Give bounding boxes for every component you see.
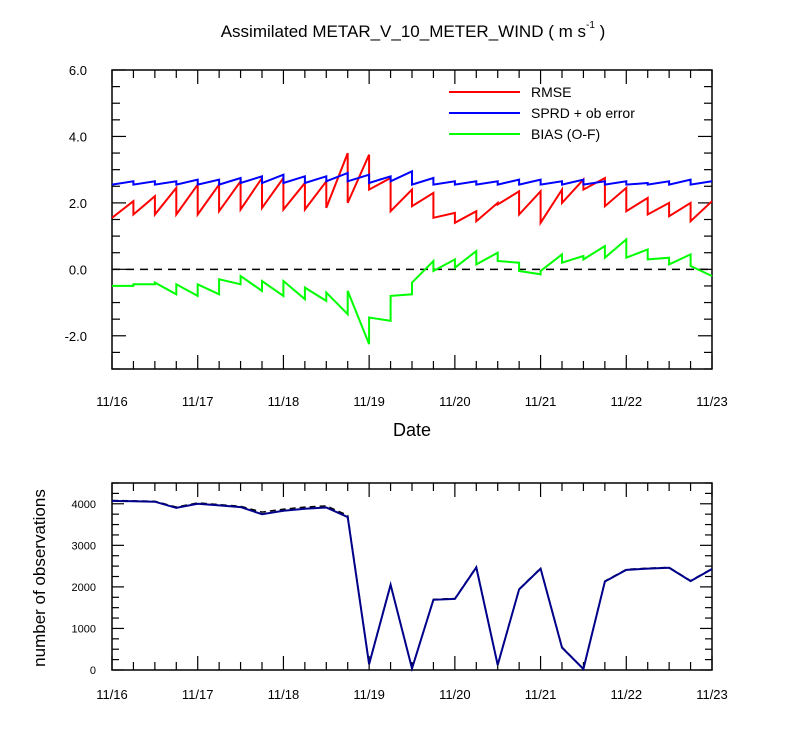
bottom-y-tick-label: 2000 xyxy=(72,582,96,594)
bottom-y-tick-label: 1000 xyxy=(72,623,96,635)
top-chart-x-axis-label: Date xyxy=(392,420,432,440)
top-y-tick-label: 6.0 xyxy=(69,63,87,78)
legend-bias-label: BIAS (O-F) xyxy=(531,126,600,142)
bottom-x-tick-label: 11/20 xyxy=(439,687,471,702)
top-x-tick-label: 11/22 xyxy=(610,394,642,409)
top-y-tick-label: -2.0 xyxy=(65,329,87,344)
sprd-series-line xyxy=(111,169,713,186)
top-x-tick-label: 11/20 xyxy=(439,394,471,409)
top-y-tick-label: 4.0 xyxy=(69,129,87,144)
bottom-x-tick-label: 11/17 xyxy=(182,687,214,702)
top-x-tick-label: 11/23 xyxy=(696,394,728,409)
bottom-x-tick-label: 11/23 xyxy=(696,687,728,702)
bottom-y-tick-label: 0 xyxy=(90,665,96,677)
bottom-y-tick-label: 4000 xyxy=(72,499,96,511)
bottom-x-tick-label: 11/19 xyxy=(353,687,385,702)
bottom-x-tick-label: 11/22 xyxy=(610,687,642,702)
bottom-y-tick-label: 3000 xyxy=(72,540,96,552)
used-obs-solid-line xyxy=(111,499,713,673)
legend-sprd-label: SPRD + ob error xyxy=(531,105,635,121)
bottom-x-tick-label: 11/18 xyxy=(268,687,300,702)
legend-rmse-label: RMSE xyxy=(531,84,571,100)
top-x-tick-label: 11/18 xyxy=(268,394,300,409)
top-y-tick-label: 2.0 xyxy=(69,196,87,211)
top-x-tick-label: 11/19 xyxy=(353,394,385,409)
top-y-tick-label: 0.0 xyxy=(69,262,87,277)
top-x-tick-label: 11/21 xyxy=(525,394,557,409)
rmse-series-line xyxy=(111,152,713,227)
possible-obs-dashed-line xyxy=(111,499,713,672)
bottom-x-tick-label: 11/16 xyxy=(96,687,128,702)
top-x-tick-label: 11/17 xyxy=(182,394,214,409)
top-x-tick-label: 11/16 xyxy=(96,394,128,409)
bottom-plot-frame xyxy=(111,482,713,671)
chart-title: Assimilated METAR_V_10_METER_WIND ( m s-… xyxy=(220,20,606,41)
bottom-x-tick-label: 11/21 xyxy=(525,687,557,702)
bias-series-line xyxy=(112,237,713,345)
